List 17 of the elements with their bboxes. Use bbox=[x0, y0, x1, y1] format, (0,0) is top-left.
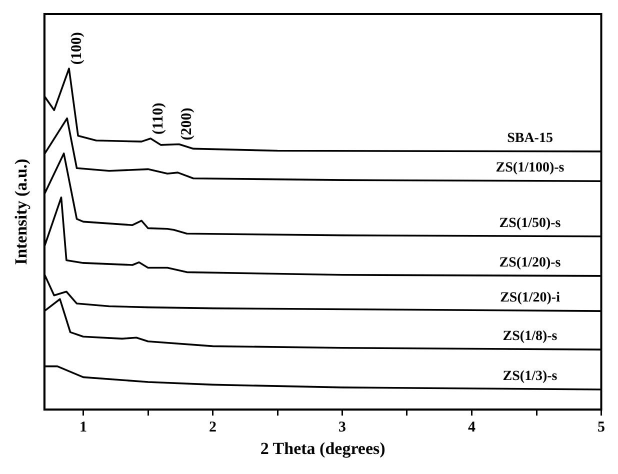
series-label: SBA-15 bbox=[507, 131, 553, 146]
annotation: (110) bbox=[150, 102, 166, 134]
x-tick-label: 5 bbox=[598, 419, 605, 436]
series-label: ZS(1/3)-s bbox=[502, 369, 558, 384]
series-label: ZS(1/20)-s bbox=[499, 256, 562, 271]
series-label: ZS(1/50)-s bbox=[499, 216, 562, 231]
x-tick-label: 2 bbox=[209, 419, 216, 436]
series-label: ZS(1/8)-s bbox=[502, 329, 558, 344]
x-tick-label: 3 bbox=[338, 419, 346, 436]
x-tick-label: 4 bbox=[468, 419, 476, 436]
series-label: ZS(1/100)-s bbox=[496, 160, 565, 176]
x-tick-label: 1 bbox=[80, 419, 87, 436]
y-axis-title: Intensity (a.u.) bbox=[12, 158, 31, 265]
series-label: ZS(1/20)-i bbox=[500, 290, 560, 306]
annotation: (200) bbox=[178, 108, 195, 140]
annotation: (100) bbox=[68, 32, 85, 65]
x-axis-title: 2 Theta (degrees) bbox=[260, 439, 386, 458]
